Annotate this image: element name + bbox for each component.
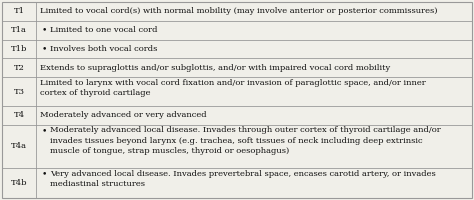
Text: Moderately advanced local disease. Invades through outer cortex of thyroid carti: Moderately advanced local disease. Invad… bbox=[50, 126, 441, 155]
Text: T2: T2 bbox=[14, 64, 25, 72]
Text: Limited to one vocal cord: Limited to one vocal cord bbox=[50, 26, 158, 34]
Text: T4: T4 bbox=[14, 111, 25, 119]
Text: T1a: T1a bbox=[11, 26, 27, 34]
Text: •: • bbox=[42, 26, 47, 35]
Text: Very advanced local disease. Invades prevertebral space, encases carotid artery,: Very advanced local disease. Invades pre… bbox=[50, 170, 436, 188]
Text: T1: T1 bbox=[14, 7, 25, 15]
Text: •: • bbox=[42, 126, 47, 135]
Text: T1b: T1b bbox=[11, 45, 27, 53]
Text: •: • bbox=[42, 44, 47, 53]
Text: Limited to larynx with vocal cord fixation and/or invasion of paraglottic space,: Limited to larynx with vocal cord fixati… bbox=[40, 79, 426, 97]
Text: T4b: T4b bbox=[11, 179, 27, 187]
Text: T3: T3 bbox=[14, 88, 25, 96]
Text: •: • bbox=[42, 170, 47, 179]
Text: Extends to supraglottis and/or subglottis, and/or with impaired vocal cord mobil: Extends to supraglottis and/or subglotti… bbox=[40, 64, 390, 72]
Text: Involves both vocal cords: Involves both vocal cords bbox=[50, 45, 158, 53]
Text: Limited to vocal cord(s) with normal mobility (may involve anterior or posterior: Limited to vocal cord(s) with normal mob… bbox=[40, 7, 438, 15]
Text: Moderately advanced or very advanced: Moderately advanced or very advanced bbox=[40, 111, 207, 119]
Text: T4a: T4a bbox=[11, 142, 27, 150]
